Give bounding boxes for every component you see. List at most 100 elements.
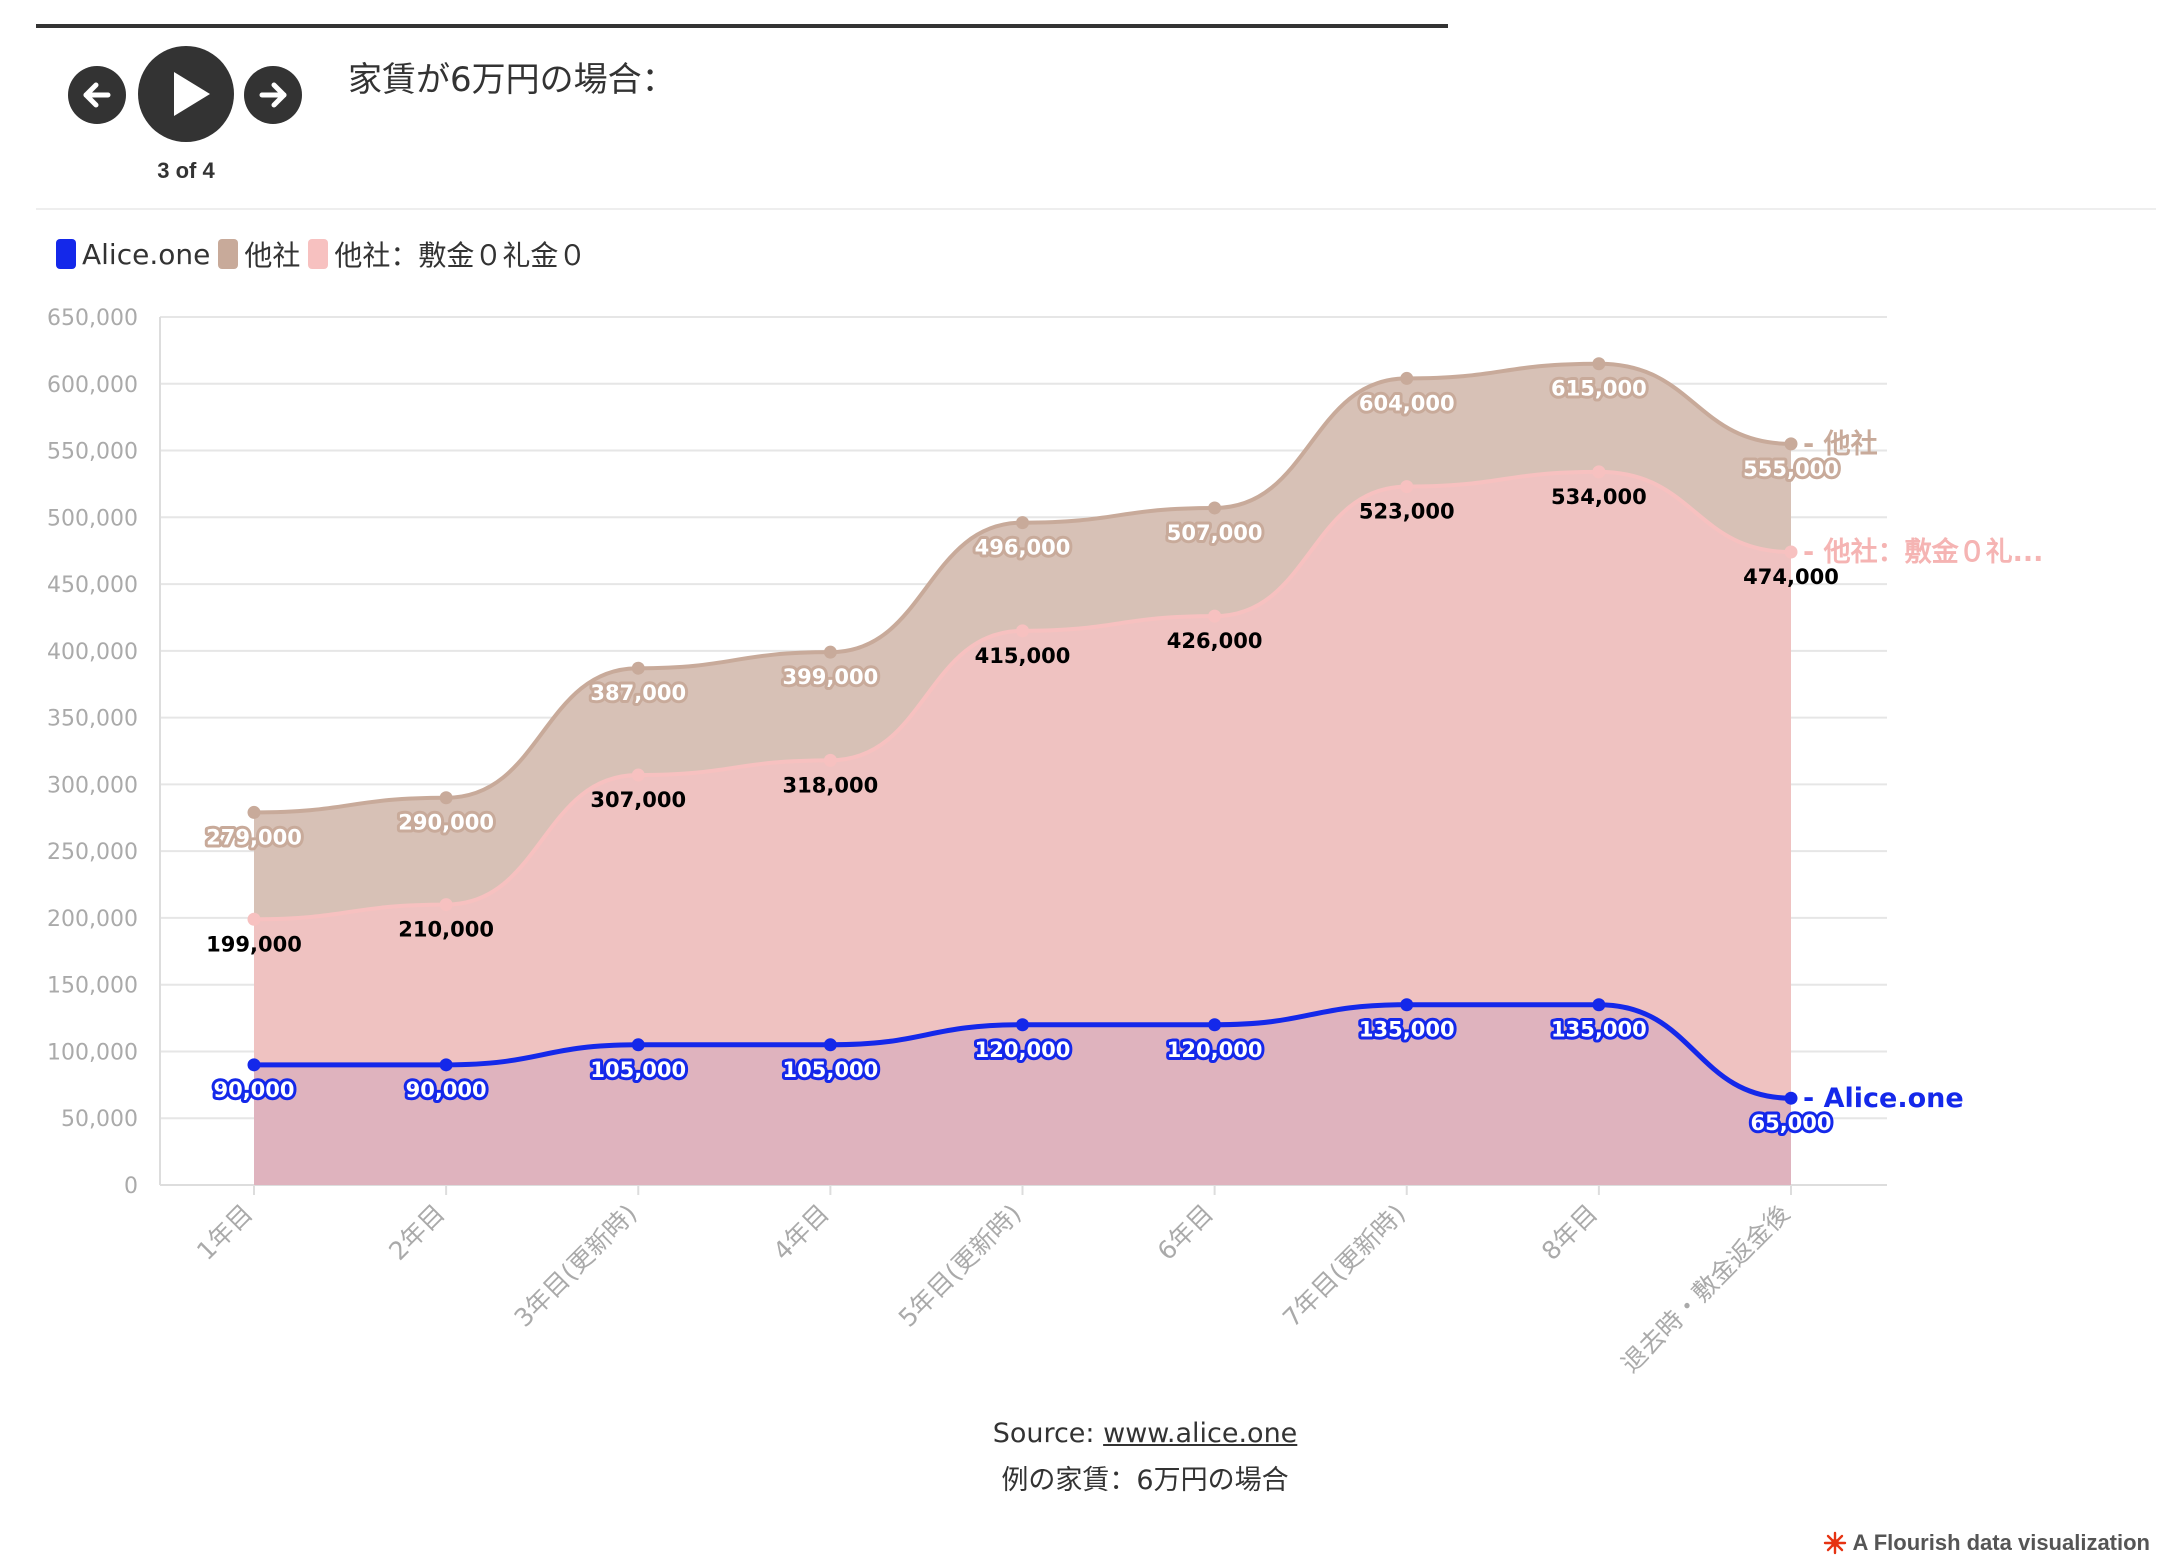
data-point (439, 1058, 453, 1072)
legend-label-other: 他社 (244, 239, 301, 272)
data-label: 105,000 (590, 1058, 686, 1082)
data-label: 105,000 (783, 1058, 879, 1082)
data-point (439, 791, 453, 805)
step-counter: 3 of 4 (157, 158, 215, 183)
legend-item-other-no-deposit[interactable]: 他社：敷金０礼金０ (308, 234, 586, 274)
series-end-label: - 他社：敷金０礼... (1803, 536, 2043, 568)
data-point (1592, 998, 1606, 1012)
data-points-group (247, 357, 1798, 1105)
data-point (1400, 998, 1414, 1012)
header-divider (36, 208, 2156, 210)
data-point (1400, 480, 1414, 494)
data-label: 387,000 (590, 681, 686, 705)
data-label: 555,000 (1743, 457, 1839, 481)
data-point (247, 912, 261, 926)
flourish-credit-text: A Flourish data visualization (1852, 1530, 2150, 1555)
data-label: 290,000 (398, 811, 494, 835)
data-label: 615,000 (1551, 377, 1647, 401)
data-point (1400, 371, 1414, 385)
data-label: 135,000 (1359, 1018, 1455, 1042)
data-label: 120,000 (1167, 1038, 1263, 1062)
y-tick-label: 100,000 (47, 1040, 138, 1065)
data-label: 135,000 (1551, 1018, 1647, 1042)
data-labels-group: 279,000 290,000 387,000 399,000 496,000 507,0… (203, 374, 2043, 1138)
play-button[interactable] (138, 46, 234, 142)
data-label: 90,000 (406, 1078, 487, 1102)
y-tick-label: 0 (124, 1174, 138, 1199)
y-tick-label: 350,000 (47, 707, 138, 732)
data-point (1784, 1091, 1798, 1105)
source-prefix: Source: (992, 1418, 1104, 1449)
source-link[interactable]: www.alice.one (1103, 1418, 1298, 1449)
data-label: 399,000 (783, 665, 879, 689)
data-point (823, 753, 837, 767)
x-tick-label: 退去時・敷金返金後 (1616, 1199, 1796, 1379)
source-line: Source: www.alice.one (0, 1418, 2160, 1449)
play-icon (174, 72, 210, 116)
data-point (247, 805, 261, 819)
data-point (631, 1038, 645, 1052)
slide-title: 家賃が6万円の場合： (348, 60, 676, 100)
data-label: 496,000 (975, 536, 1071, 560)
data-point (1784, 437, 1798, 451)
data-point (1208, 1018, 1222, 1032)
data-point (1592, 465, 1606, 479)
x-tick-label: 3年目(更新時) (509, 1199, 643, 1333)
legend-item-other[interactable]: 他社 (218, 234, 300, 274)
y-tick-label: 250,000 (47, 840, 138, 865)
top-divider (36, 24, 1448, 28)
previous-button[interactable] (68, 66, 126, 124)
y-tick-label: 650,000 (47, 306, 138, 331)
flourish-credit[interactable]: A Flourish data visualization (1823, 1530, 2150, 1556)
data-point (247, 1058, 261, 1072)
legend-label-other-no-deposit: 他社：敷金０礼金０ (334, 239, 587, 272)
data-point (631, 661, 645, 675)
data-label: 279,000 (206, 825, 302, 849)
data-point (1592, 357, 1606, 371)
data-label: 474,000 (1743, 565, 1839, 589)
footer-note: 例の家賃：6万円の場合 (1001, 1465, 1289, 1496)
y-tick-label: 400,000 (47, 640, 138, 665)
y-tick-label: 550,000 (47, 440, 138, 465)
x-tick-label: 2年目 (383, 1199, 450, 1266)
y-tick-label: 450,000 (47, 573, 138, 598)
data-point (1016, 1018, 1029, 1032)
story-controls: 3 of 4 (60, 44, 310, 194)
data-label: 523,000 (1359, 500, 1455, 524)
y-tick-label: 50,000 (61, 1107, 138, 1132)
data-point (1784, 545, 1798, 559)
data-label: 210,000 (398, 918, 494, 942)
legend-item-alice[interactable]: Alice.one (56, 238, 210, 271)
x-tick-label: 7年目(更新時) (1277, 1199, 1411, 1333)
data-point (1016, 624, 1029, 638)
legend-swatch-alice (56, 239, 76, 269)
series-end-label: - Alice.one (1803, 1083, 1964, 1114)
arrow-left-icon (83, 82, 111, 108)
x-tick-label: 1年目 (191, 1199, 258, 1266)
x-tick-label: 4年目 (768, 1199, 835, 1266)
flourish-logo-icon (1823, 1531, 1846, 1555)
y-tick-label: 500,000 (47, 506, 138, 531)
series-end-label: - 他社 (1803, 428, 1878, 460)
data-label: 604,000 (1359, 391, 1455, 415)
y-tick-label: 150,000 (47, 974, 138, 999)
next-button[interactable] (244, 66, 302, 124)
data-point (439, 898, 453, 912)
x-axis-labels: 1年目 2年目 3年目(更新時) 4年目 5年目(更新時) 6年目 7年目(更新時) 8年目退… (191, 1185, 1795, 1378)
data-label: 65,000 (1750, 1111, 1831, 1135)
chart-legend: Alice.one 他社 他社：敷金０礼金０ (56, 234, 594, 274)
arrow-right-icon (259, 82, 287, 108)
data-label: 199,000 (206, 932, 302, 956)
data-label: 507,000 (1167, 521, 1263, 545)
data-point (1208, 501, 1222, 515)
data-point (823, 1038, 837, 1052)
data-label: 415,000 (975, 644, 1071, 668)
legend-swatch-other-no-deposit (308, 239, 329, 269)
x-tick-label: 6年目 (1152, 1199, 1219, 1266)
data-point (1016, 516, 1029, 530)
data-label: 90,000 (213, 1078, 294, 1102)
data-label: 307,000 (590, 788, 686, 812)
data-label: 318,000 (783, 773, 879, 797)
